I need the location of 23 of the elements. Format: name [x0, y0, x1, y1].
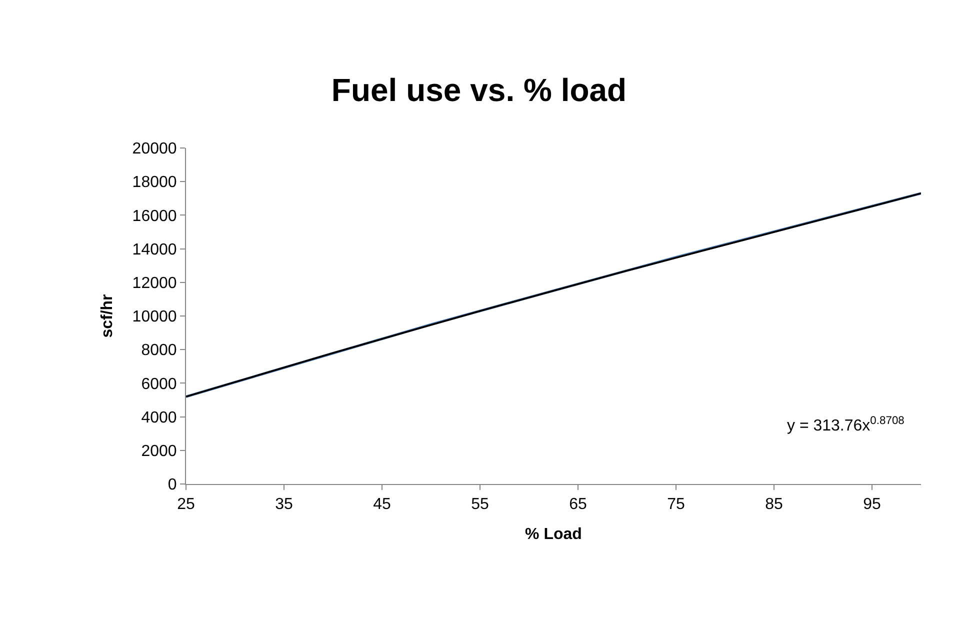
- y-tick-label: 16000: [132, 208, 177, 225]
- x-tick-label: 95: [863, 496, 881, 514]
- x-tick-label: 75: [667, 496, 685, 514]
- y-tick-label: 6000: [141, 376, 177, 393]
- x-tick-label: 45: [373, 496, 391, 514]
- y-tick-label: 0: [168, 476, 177, 494]
- x-tick-label: 55: [471, 496, 489, 514]
- y-tick-label: 10000: [132, 308, 177, 326]
- x-tick-label: 35: [275, 496, 293, 514]
- y-tick-label: 18000: [132, 174, 177, 192]
- y-tick-label: 14000: [132, 241, 177, 258]
- x-tick-label: 85: [765, 496, 783, 514]
- annotation: y = 313.76x$^{0.8708}$: [787, 415, 904, 435]
- y-tick-label: 2000: [141, 443, 177, 460]
- y-tick-label: 4000: [141, 409, 177, 426]
- x-tick-label: 65: [569, 496, 587, 514]
- y-tick-label: 8000: [141, 342, 177, 360]
- x-tick-label: 25: [177, 496, 195, 514]
- x-axis-title: % Load: [525, 526, 582, 543]
- y-axis-title: scf/hr: [99, 294, 116, 338]
- chart-title: Fuel use vs. % load: [331, 72, 627, 108]
- y-tick-label: 12000: [132, 275, 177, 292]
- y-tick-label: 20000: [132, 140, 177, 158]
